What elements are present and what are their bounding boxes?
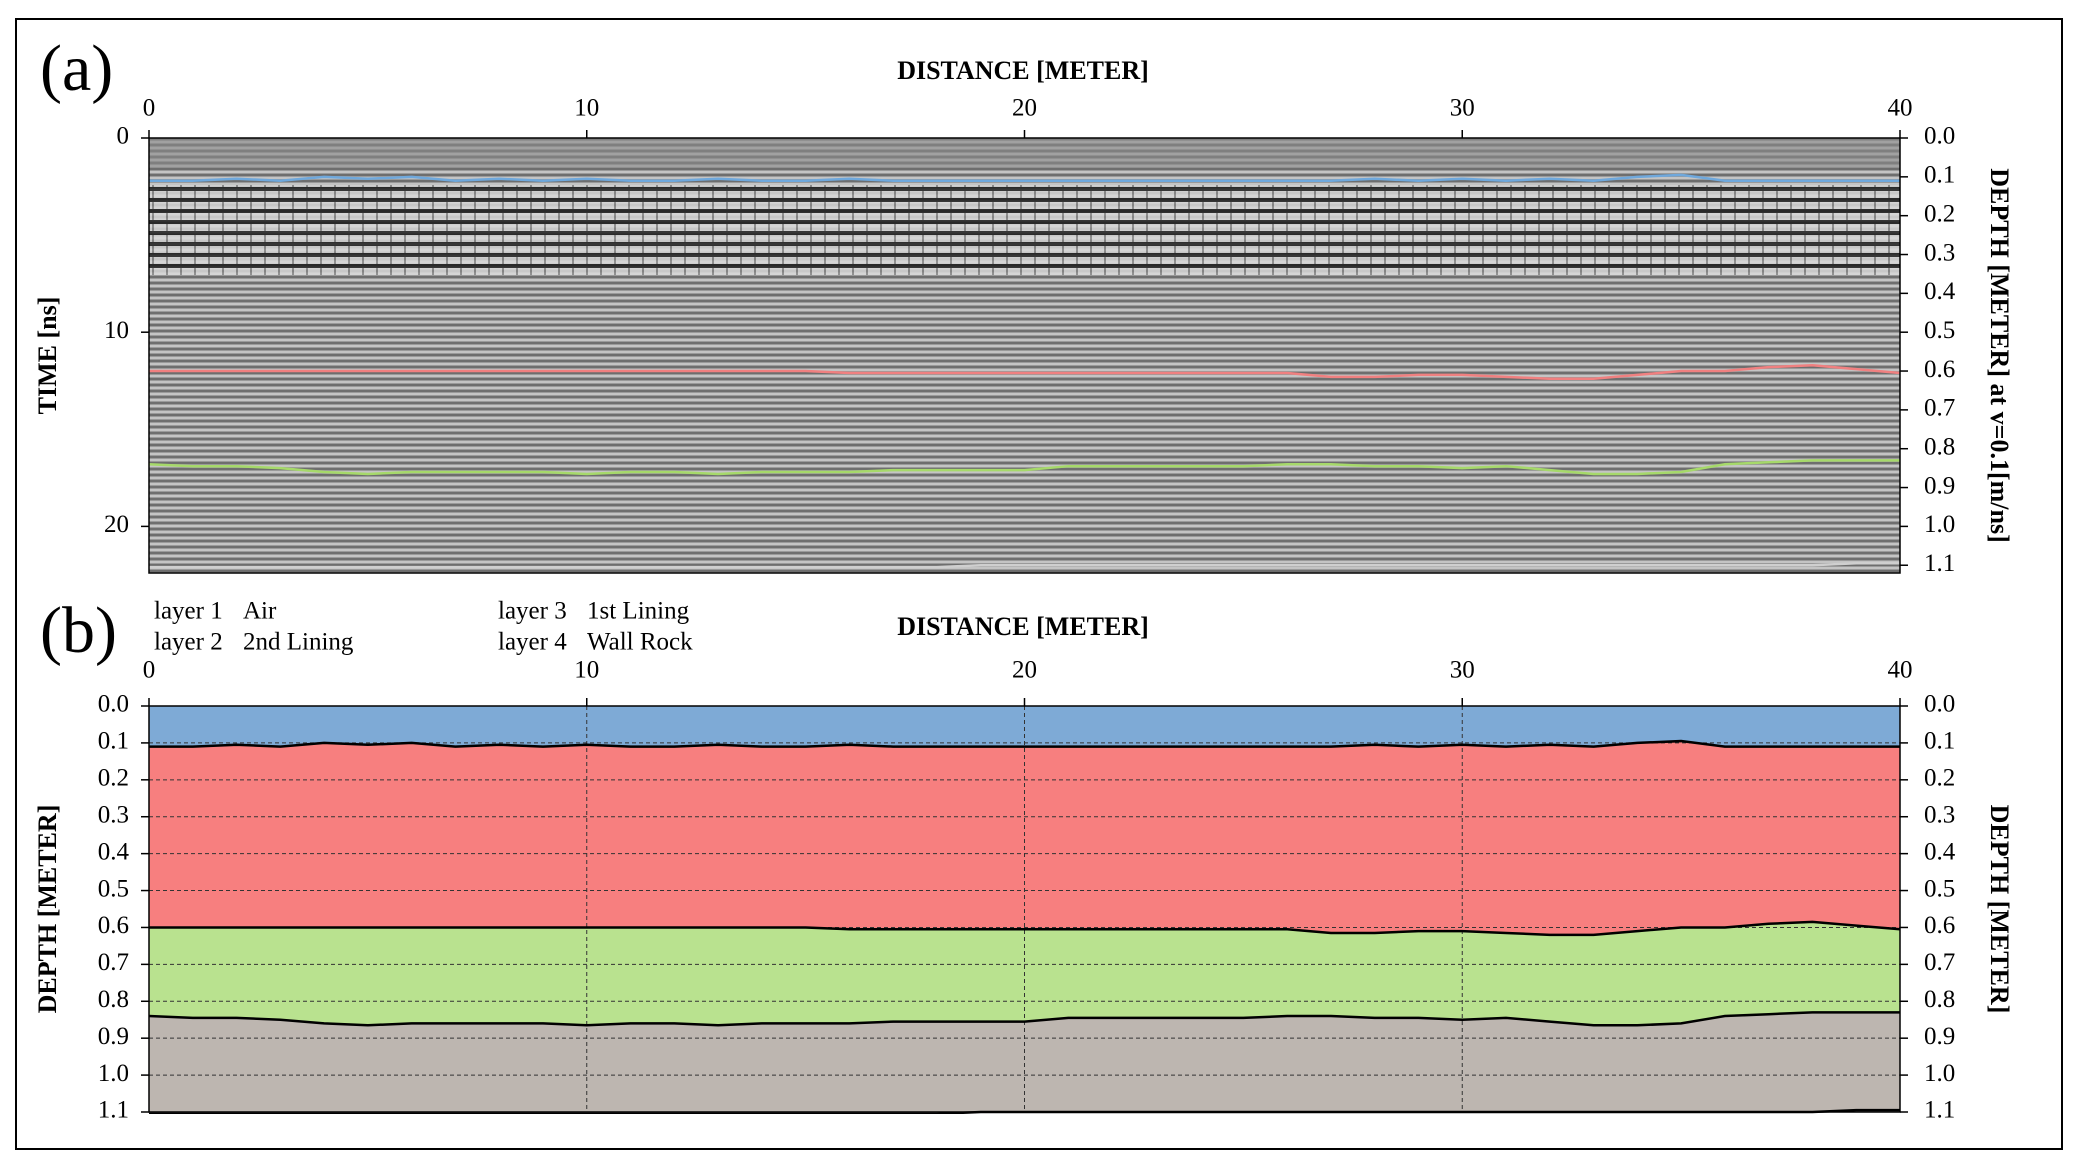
legend-label: 2nd Lining xyxy=(243,629,354,656)
y2-tick-label: 0.0 xyxy=(1924,123,1955,150)
y-axis-title: DEPTH [METER] xyxy=(33,805,62,1014)
y2-tick-label: 0.2 xyxy=(1924,765,1955,792)
layer-area xyxy=(149,741,1900,935)
y2-tick-label: 0.1 xyxy=(1924,728,1955,755)
y-tick-label: 0.9 xyxy=(98,1023,129,1050)
y2-tick-label: 0.5 xyxy=(1924,875,1955,902)
y2-tick-label: 0.6 xyxy=(1924,356,1955,383)
y2-axis-title: DEPTH [METER] at v=0.1[m/ns] xyxy=(1985,168,2014,542)
interface-line xyxy=(149,562,1900,569)
plot xyxy=(149,173,1900,569)
interface-line xyxy=(149,459,1900,476)
x-tick-label: 10 xyxy=(574,95,599,122)
y-tick-label: 0.8 xyxy=(98,986,129,1013)
y2-tick-label: 0.5 xyxy=(1924,317,1955,344)
layer-area xyxy=(149,706,1900,747)
y-tick-label: 0.4 xyxy=(98,838,130,865)
boundary-line xyxy=(149,1011,1900,1027)
y2-tick-label: 0.7 xyxy=(1924,949,1955,976)
y-tick-label: 0.5 xyxy=(98,875,129,902)
y2-tick-label: 1.0 xyxy=(1924,1060,1955,1087)
y2-tick-label: 0.6 xyxy=(1924,912,1955,939)
y2-tick-label: 0.1 xyxy=(1924,162,1955,189)
interface-line xyxy=(149,363,1900,381)
y2-tick-label: 0.3 xyxy=(1924,239,1955,266)
y-tick-label: 1.1 xyxy=(98,1097,129,1124)
y2-tick-label: 0.9 xyxy=(1924,1023,1955,1050)
x-tick-label: 20 xyxy=(1012,657,1037,684)
y-tick-label: 20 xyxy=(104,511,129,538)
y2-tick-label: 0.4 xyxy=(1924,278,1956,305)
y-tick-label: 0 xyxy=(117,123,130,150)
legend-label: Wall Rock xyxy=(587,629,693,656)
y-tick-label: 0.6 xyxy=(98,912,129,939)
panel-label: (b) xyxy=(40,594,117,667)
y2-tick-label: 1.1 xyxy=(1924,550,1955,577)
x-tick-label: 20 xyxy=(1012,95,1037,122)
x-tick-label: 0 xyxy=(143,95,156,122)
y-tick-label: 0.1 xyxy=(98,728,129,755)
y2-tick-label: 0.4 xyxy=(1924,838,1956,865)
y2-tick-label: 0.3 xyxy=(1924,801,1955,828)
y2-tick-label: 0.7 xyxy=(1924,395,1955,422)
legend-label: 1st Lining xyxy=(587,598,690,625)
x-axis-title: DISTANCE [METER] xyxy=(897,56,1149,85)
y-tick-label: 0.2 xyxy=(98,765,129,792)
y2-tick-label: 0.2 xyxy=(1924,200,1955,227)
boundary-line xyxy=(149,739,1900,748)
x-tick-label: 40 xyxy=(1888,95,1913,122)
y2-tick-label: 0.0 xyxy=(1924,691,1955,718)
radargram xyxy=(149,138,1900,573)
x-tick-label: 30 xyxy=(1450,657,1475,684)
y-tick-label: 10 xyxy=(104,317,129,344)
frame xyxy=(15,18,2063,1150)
y2-tick-label: 0.8 xyxy=(1924,433,1955,460)
boundary-line xyxy=(149,920,1900,937)
x-tick-label: 0 xyxy=(143,657,156,684)
x-axis-title: DISTANCE [METER] xyxy=(897,612,1149,641)
y-tick-label: 0.7 xyxy=(98,949,129,976)
legend-name: layer 1 xyxy=(154,598,223,625)
x-tick-label: 30 xyxy=(1450,95,1475,122)
plot xyxy=(149,706,1900,1114)
y2-axis-title: DEPTH [METER] xyxy=(1985,805,2014,1014)
interface-line xyxy=(149,173,1900,182)
legend-name: layer 3 xyxy=(498,598,567,625)
y-tick-label: 1.0 xyxy=(98,1060,129,1087)
x-tick-label: 10 xyxy=(574,657,599,684)
y-axis-title: TIME [ns] xyxy=(33,297,62,415)
y2-tick-label: 0.9 xyxy=(1924,472,1955,499)
legend-name: layer 4 xyxy=(498,629,567,656)
panel-label: (a) xyxy=(40,32,113,105)
x-tick-label: 40 xyxy=(1888,657,1913,684)
y2-tick-label: 1.0 xyxy=(1924,511,1955,538)
y-tick-label: 0.0 xyxy=(98,691,129,718)
y2-tick-label: 0.8 xyxy=(1924,986,1955,1013)
legend-name: layer 2 xyxy=(154,629,223,656)
y-tick-label: 0.3 xyxy=(98,801,129,828)
y2-tick-label: 1.1 xyxy=(1924,1097,1955,1124)
legend-label: Air xyxy=(243,598,277,625)
